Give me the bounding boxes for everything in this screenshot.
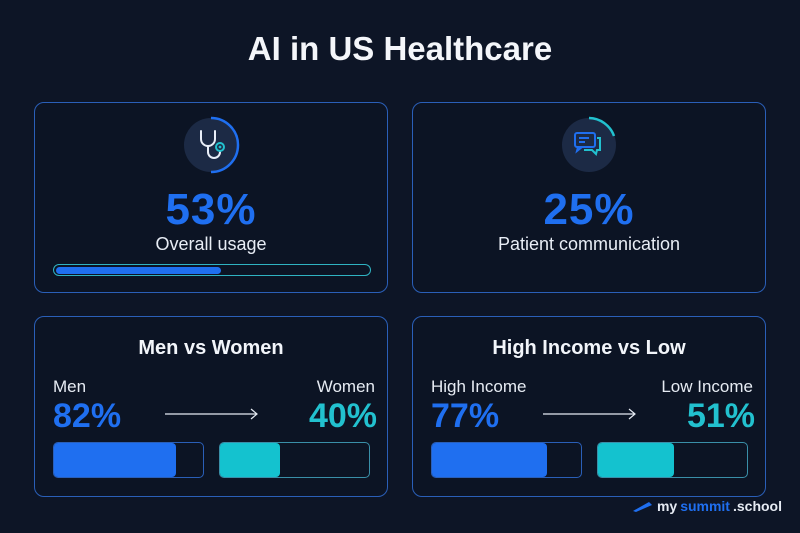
chat-bubbles-icon xyxy=(559,115,619,175)
overall-usage-card: 53% Overall usage xyxy=(34,102,388,293)
low-income-value: 51% xyxy=(686,397,755,435)
stethoscope-icon xyxy=(181,115,241,175)
high-income-bar-fill xyxy=(432,443,547,477)
high-income-label: High Income xyxy=(431,377,527,396)
women-label: Women xyxy=(316,377,375,396)
income-card: High Income vs Low High Income Low Incom… xyxy=(412,316,766,497)
men-bar xyxy=(53,442,204,478)
overall-usage-progress xyxy=(53,264,371,276)
brand-part3: .school xyxy=(732,498,782,514)
brand-logo: my summit .school xyxy=(632,498,782,514)
patient-communication-value: 25% xyxy=(543,185,635,234)
patient-communication-label: Patient communication xyxy=(497,234,681,254)
men-vs-women-title: Men vs Women xyxy=(138,337,284,359)
overall-usage-progress-fill xyxy=(55,266,222,274)
brand-part1: my xyxy=(656,498,678,514)
pen-icon xyxy=(632,502,652,512)
men-label: Men xyxy=(53,377,87,396)
men-value: 82% xyxy=(53,397,122,435)
high-income-bar xyxy=(431,442,582,478)
brand-part2: summit xyxy=(680,498,730,514)
low-income-bar-fill xyxy=(598,443,674,477)
patient-communication-card: 25% Patient communication xyxy=(412,102,766,293)
low-income-label: Low Income xyxy=(661,377,753,396)
page-title: AI in US Healthcare xyxy=(247,30,553,67)
arrow-right-icon xyxy=(165,408,258,420)
women-value: 40% xyxy=(308,397,377,435)
overall-usage-label: Overall usage xyxy=(155,234,267,254)
overall-usage-value: 53% xyxy=(165,185,257,234)
low-income-bar xyxy=(597,442,748,478)
arrow-right-icon xyxy=(543,408,636,420)
men-vs-women-card: Men vs Women Men Women 82% 40% xyxy=(34,316,388,497)
women-bar-fill xyxy=(220,443,280,477)
income-title: High Income vs Low xyxy=(492,337,686,359)
high-income-value: 77% xyxy=(431,397,500,435)
women-bar xyxy=(219,442,370,478)
men-bar-fill xyxy=(54,443,177,477)
